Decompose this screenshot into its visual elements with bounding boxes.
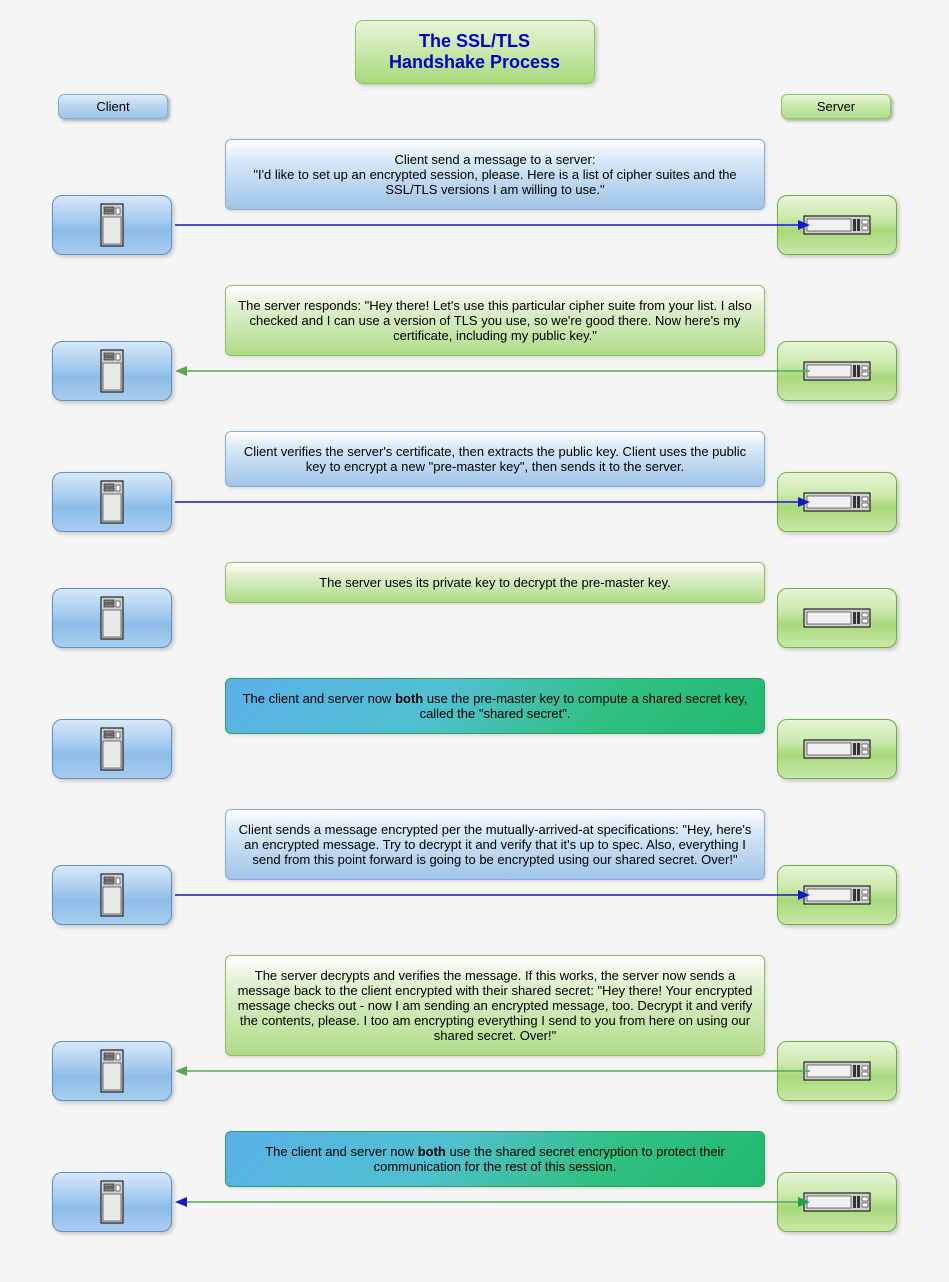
message-pre-text: Client send a message to a server: bbox=[395, 152, 596, 167]
server-computer bbox=[777, 719, 897, 779]
message-text: Client verifies the server's certificate… bbox=[236, 444, 754, 474]
message-box: The client and server now both use the p… bbox=[225, 678, 765, 734]
client-computer bbox=[52, 341, 172, 401]
diagram-title: The SSL/TLS Handshake Process bbox=[355, 20, 595, 84]
title-line-2: Handshake Process bbox=[366, 52, 584, 73]
client-computer bbox=[52, 719, 172, 779]
steps-container: Client send a message to a server:"I'd l… bbox=[20, 139, 929, 1232]
message-box: The server uses its private key to decry… bbox=[225, 562, 765, 603]
step-row: The server responds: "Hey there! Let's u… bbox=[20, 285, 929, 401]
step-row: Client verifies the server's certificate… bbox=[20, 431, 929, 532]
client-computer bbox=[52, 1041, 172, 1101]
header-labels: Client Server bbox=[20, 94, 929, 124]
message-box: The server responds: "Hey there! Let's u… bbox=[225, 285, 765, 356]
message-box: The client and server now both use the s… bbox=[225, 1131, 765, 1187]
message-text: "I'd like to set up an encrypted session… bbox=[236, 167, 754, 197]
client-computer bbox=[52, 1172, 172, 1232]
message-text: The server decrypts and verifies the mes… bbox=[236, 968, 754, 1043]
client-computer bbox=[52, 472, 172, 532]
message-box: Client verifies the server's certificate… bbox=[225, 431, 765, 487]
message-text: The client and server now both use the s… bbox=[236, 1144, 754, 1174]
title-line-1: The SSL/TLS bbox=[366, 31, 584, 52]
server-label: Server bbox=[781, 94, 891, 119]
message-box: The server decrypts and verifies the mes… bbox=[225, 955, 765, 1056]
step-row: Client send a message to a server:"I'd l… bbox=[20, 139, 929, 255]
step-row: The client and server now both use the s… bbox=[20, 1131, 929, 1232]
step-row: Client sends a message encrypted per the… bbox=[20, 809, 929, 925]
server-computer bbox=[777, 588, 897, 648]
message-box: Client send a message to a server:"I'd l… bbox=[225, 139, 765, 210]
client-computer bbox=[52, 865, 172, 925]
client-label: Client bbox=[58, 94, 168, 119]
message-text: Client sends a message encrypted per the… bbox=[236, 822, 754, 867]
step-row: The server decrypts and verifies the mes… bbox=[20, 955, 929, 1101]
client-computer bbox=[52, 195, 172, 255]
client-computer bbox=[52, 588, 172, 648]
step-row: The server uses its private key to decry… bbox=[20, 562, 929, 648]
message-text: The server uses its private key to decry… bbox=[319, 575, 671, 590]
message-text: The client and server now both use the p… bbox=[236, 691, 754, 721]
message-box: Client sends a message encrypted per the… bbox=[225, 809, 765, 880]
step-row: The client and server now both use the p… bbox=[20, 678, 929, 779]
message-text: The server responds: "Hey there! Let's u… bbox=[236, 298, 754, 343]
